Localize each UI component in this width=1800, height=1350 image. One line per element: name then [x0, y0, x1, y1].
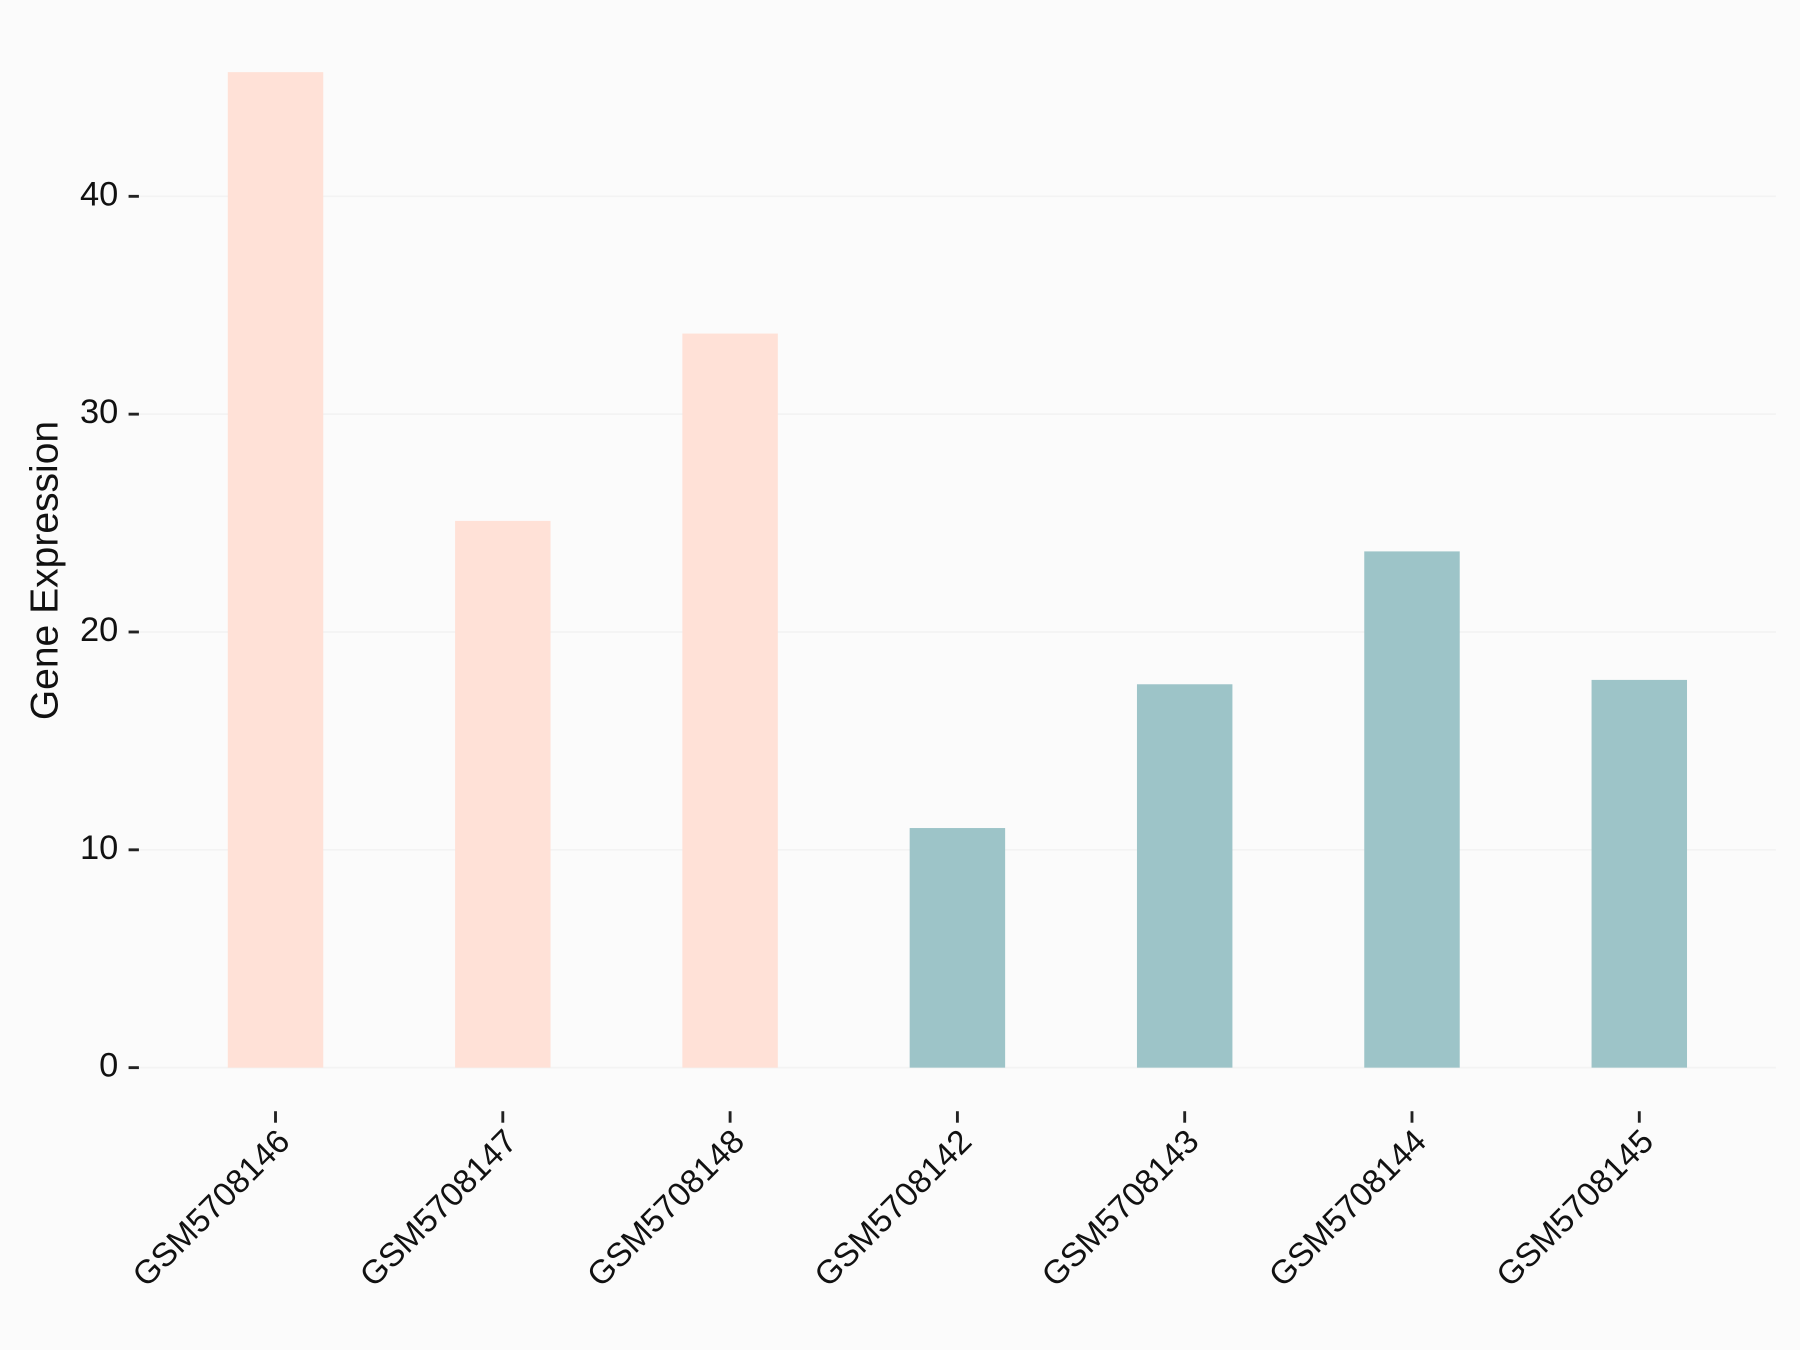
y-tick-label: 20	[80, 611, 118, 649]
y-tick-label: 10	[80, 829, 118, 867]
bar	[1136, 684, 1233, 1068]
bar	[227, 72, 324, 1068]
bar	[1364, 551, 1460, 1068]
y-tick-label: 40	[80, 175, 118, 213]
bar	[682, 333, 778, 1068]
bar	[455, 520, 551, 1068]
y-tick-label: 0	[99, 1047, 118, 1085]
y-tick-label: 30	[80, 393, 118, 431]
y-axis-title: Gene Expression	[23, 421, 66, 720]
bar	[1591, 679, 1688, 1068]
bar	[909, 828, 1006, 1068]
